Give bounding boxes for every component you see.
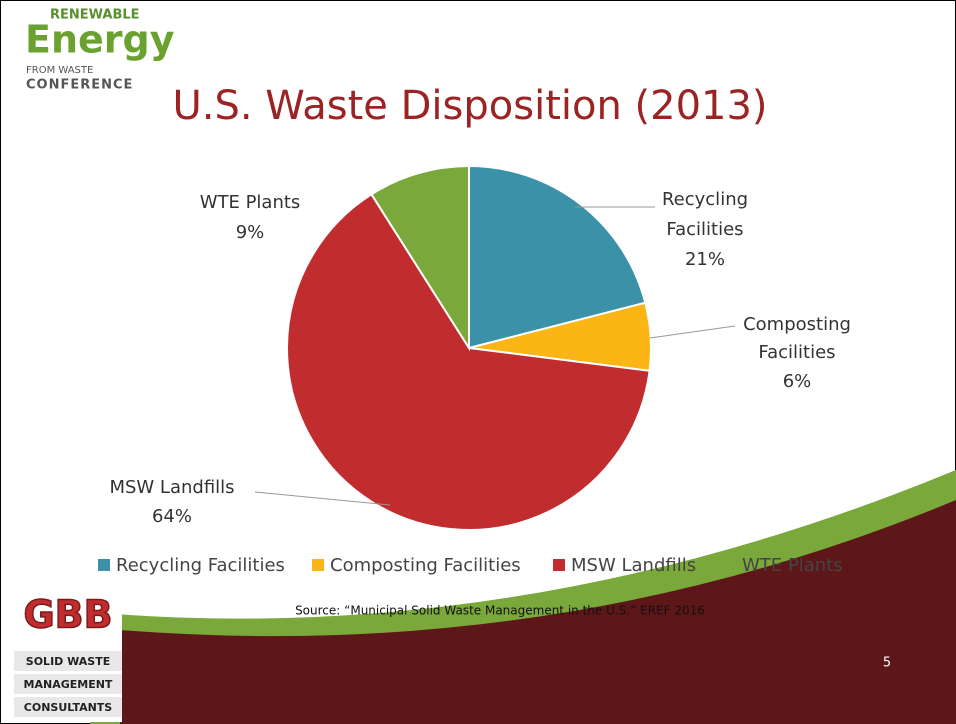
slice-label-value: 6%: [783, 371, 812, 392]
slice-label-value: 21%: [685, 249, 725, 270]
logo-box: [14, 651, 122, 671]
legend-label: Composting Facilities: [330, 555, 521, 576]
legend-swatch: [724, 559, 736, 571]
logo-line: FROM WASTE: [26, 65, 93, 76]
logo-line: SOLID WASTE: [26, 655, 110, 668]
slice-label-name: WTE Plants: [200, 192, 301, 213]
page-number: 5: [883, 656, 891, 671]
pie-slice: [370, 164, 470, 352]
logo-line: MANAGEMENT: [24, 678, 113, 691]
legend-label: MSW Landfills: [571, 555, 696, 576]
pie-slice: [286, 192, 651, 531]
source-note: Source: “Municipal Solid Waste Managemen…: [295, 604, 705, 618]
legend-swatch: [553, 559, 565, 571]
slice-label-name: Composting Facilities: [743, 314, 851, 363]
legend-swatch: [98, 559, 110, 571]
legend-swatch: [312, 559, 324, 571]
legend-label: Recycling Facilities: [116, 555, 285, 576]
maroon-band: [120, 500, 956, 724]
company-logo: GBB: [23, 593, 112, 637]
leader-line: [649, 325, 736, 339]
logo-box: [14, 674, 122, 694]
pie: [286, 164, 652, 531]
logo-line: CONFERENCE: [26, 78, 133, 93]
logo-box: [14, 697, 122, 717]
leader-line: [254, 491, 391, 506]
slice-label-value: 64%: [152, 506, 192, 527]
legend-label: WTE Plants: [742, 555, 843, 576]
logo-line: CONSULTANTS: [24, 701, 113, 714]
slice-label-name: Recycling Facilities: [662, 189, 748, 240]
slice-label-name: MSW Landfills: [109, 477, 234, 498]
logo-line: Energy: [25, 18, 175, 62]
logo-line: RENEWABLE: [50, 8, 140, 23]
slice-label-value: 9%: [236, 222, 265, 243]
pie-slice: [468, 164, 647, 350]
chart-title: U.S. Waste Disposition (2013): [172, 83, 767, 129]
